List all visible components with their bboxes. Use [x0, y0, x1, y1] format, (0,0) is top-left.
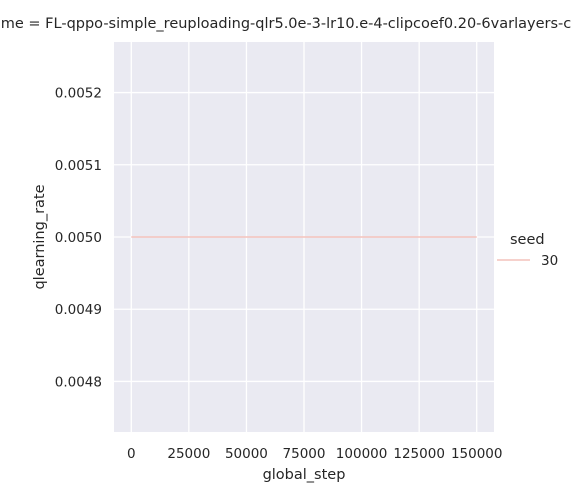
y-tick-label: 0.0052 [55, 86, 102, 102]
x-tick-label: 100000 [336, 446, 388, 462]
x-tick-label: 75000 [283, 446, 326, 462]
x-tick-labels: 0 25000 50000 75000 100000 125000 150000 [127, 446, 503, 462]
x-tick-label: 150000 [451, 446, 503, 462]
y-tick-label: 0.0048 [55, 374, 102, 390]
y-axis-label: qlearning_rate [32, 184, 48, 289]
x-axis-label: global_step [263, 467, 346, 483]
legend-title: seed [510, 232, 545, 248]
x-tick-label: 50000 [225, 446, 268, 462]
legend: seed 30 [497, 232, 558, 269]
legend-label-30: 30 [541, 253, 558, 269]
chart-title: me = FL-qppo-simple_reuploading-qlr5.0e-… [1, 16, 571, 32]
y-tick-labels: 0.0048 0.0049 0.0050 0.0051 0.0052 [55, 86, 102, 391]
y-tick-label: 0.0051 [55, 158, 102, 174]
y-tick-label: 0.0050 [55, 230, 102, 246]
x-tick-label: 25000 [167, 446, 210, 462]
x-tick-label: 125000 [393, 446, 445, 462]
x-tick-label: 0 [127, 446, 136, 462]
y-tick-label: 0.0049 [55, 302, 102, 318]
